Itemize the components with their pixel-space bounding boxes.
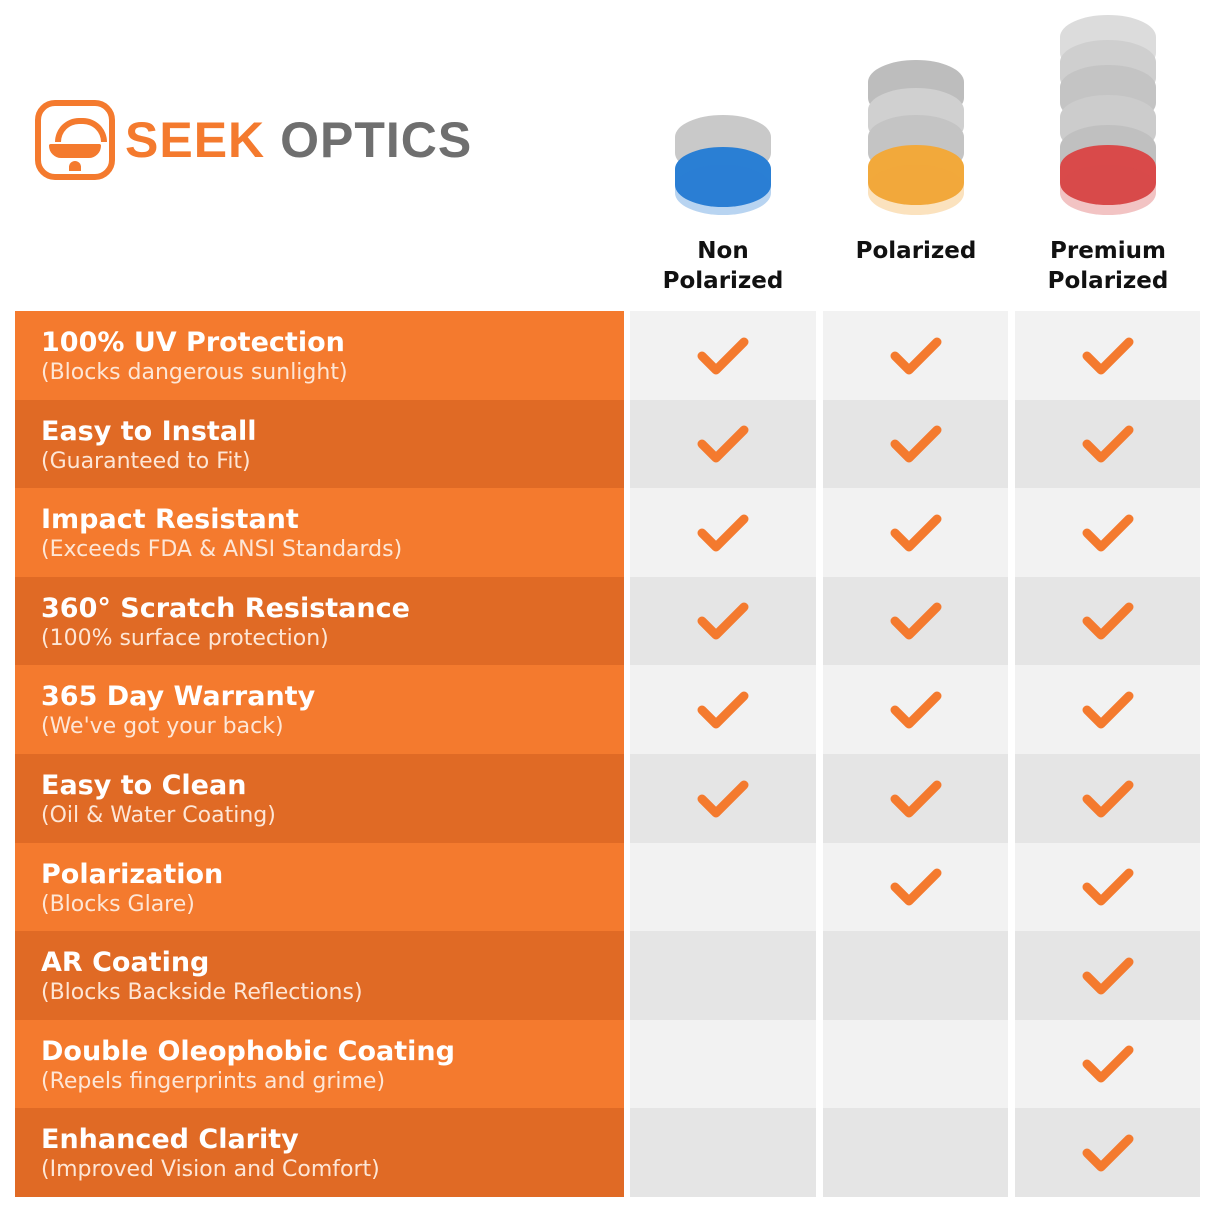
checkmark-icon [697, 780, 749, 817]
feature-cell [823, 842, 1008, 932]
feature-subtitle: (Oil & Water Coating) [41, 803, 276, 828]
feature-title: 365 Day Warranty [41, 681, 316, 713]
feature-cell [1015, 1108, 1200, 1198]
feature-subtitle: (Repels fingerprints and grime) [41, 1068, 386, 1094]
checkmark-icon [1082, 957, 1133, 995]
feature-cell [823, 754, 1008, 843]
feature-cell [1015, 399, 1200, 489]
feature-row-label: Easy to Install (Guaranteed to Fit) [15, 399, 624, 489]
checkmark-icon [890, 425, 941, 463]
feature-cell [630, 1019, 816, 1109]
column-header-2: Premium Polarized [1047, 238, 1169, 294]
feature-cell [823, 1108, 1008, 1198]
column-header-0: Non Polarized [662, 238, 784, 294]
checkmark-icon [890, 514, 941, 552]
feature-cell [630, 754, 816, 843]
feature-row-label: Easy to Clean (Oil & Water Coating) [15, 754, 624, 843]
feature-cell [1015, 754, 1200, 843]
checkmark-icon [697, 337, 749, 374]
feature-subtitle: (Blocks Backside Reflections) [41, 980, 363, 1006]
feature-title: 360° Scratch Resistance [41, 592, 410, 624]
feature-title: Easy to Clean [41, 770, 247, 801]
feature-title: Enhanced Clarity [41, 1124, 299, 1156]
checkmark-icon [1082, 868, 1133, 906]
feature-cell [1015, 665, 1200, 755]
feature-subtitle: (Improved Vision and Comfort) [41, 1157, 380, 1183]
feature-row-label: Impact Resistant (Exceeds FDA & ANSI Stan… [15, 488, 624, 578]
feature-subtitle: (Guaranteed to Fit) [41, 448, 251, 474]
logo-mark-icon [35, 100, 115, 180]
feature-title: Double Oleophobic Coating [41, 1035, 455, 1067]
feature-row-label: 100% UV Protection (Blocks dangerous sunl… [15, 311, 624, 400]
feature-row-label: Polarization (Blocks Glare) [15, 842, 624, 932]
logo-text-optics: OPTICS [280, 112, 473, 168]
checkmark-icon [1082, 602, 1133, 640]
feature-row-label: 360° Scratch Resistance (100% surface pro… [15, 576, 624, 666]
checkmark-icon [890, 691, 941, 729]
feature-subtitle: (Blocks Glare) [41, 891, 195, 917]
feature-subtitle: (Exceeds FDA & ANSI Standards) [41, 537, 403, 563]
feature-cell [630, 488, 816, 578]
feature-cell [630, 399, 816, 489]
feature-cell [1015, 1019, 1200, 1109]
feature-cell [1015, 488, 1200, 578]
feature-row-label: 365 Day Warranty (We've got your back) [15, 665, 624, 755]
checkmark-icon [1082, 780, 1133, 817]
checkmark-icon [697, 691, 749, 729]
feature-cell [630, 311, 816, 400]
checkmark-icon [1082, 1134, 1133, 1172]
feature-cell [823, 311, 1008, 400]
feature-subtitle: (We've got your back) [41, 714, 284, 740]
checkmark-icon [890, 868, 941, 906]
feature-row-label: Enhanced Clarity (Improved Vision and Com… [15, 1108, 624, 1198]
checkmark-icon [697, 425, 749, 463]
feature-title: Easy to Install [41, 415, 257, 447]
feature-cell [630, 576, 816, 666]
feature-subtitle: (Blocks dangerous sunlight) [41, 360, 348, 385]
feature-row-label: AR Coating (Blocks Backside Reflections) [15, 931, 624, 1021]
checkmark-icon [1082, 691, 1133, 729]
checkmark-icon [890, 602, 941, 640]
feature-cell [630, 1108, 816, 1198]
logo-text-seek: SEEK [125, 112, 266, 168]
feature-cell [1015, 842, 1200, 932]
feature-row-label: Double Oleophobic Coating (Repels fingerp… [15, 1019, 624, 1109]
checkmark-icon [1082, 425, 1133, 463]
feature-cell [1015, 576, 1200, 666]
feature-cell [823, 488, 1008, 578]
checkmark-icon [890, 337, 941, 374]
checkmark-icon [1082, 1045, 1133, 1083]
feature-cell [630, 665, 816, 755]
feature-cell [823, 931, 1008, 1021]
checkmark-icon [697, 514, 749, 552]
feature-title: Impact Resistant [41, 504, 299, 536]
seek-optics-logo: SEEK OPTICS [35, 100, 472, 180]
feature-subtitle: (100% surface protection) [41, 625, 329, 651]
feature-cell [823, 399, 1008, 489]
checkmark-icon [1082, 337, 1133, 374]
feature-cell [823, 576, 1008, 666]
feature-cell [823, 1019, 1008, 1109]
feature-title: AR Coating [41, 947, 210, 979]
checkmark-icon [890, 780, 941, 817]
column-header-1: Polarized [855, 238, 977, 264]
feature-cell [630, 842, 816, 932]
feature-cell [1015, 931, 1200, 1021]
feature-cell [630, 931, 816, 1021]
feature-cell [823, 665, 1008, 755]
checkmark-icon [697, 602, 749, 640]
feature-cell [1015, 311, 1200, 400]
feature-title: 100% UV Protection [41, 327, 345, 358]
checkmark-icon [1082, 514, 1133, 552]
feature-title: Polarization [41, 858, 224, 890]
